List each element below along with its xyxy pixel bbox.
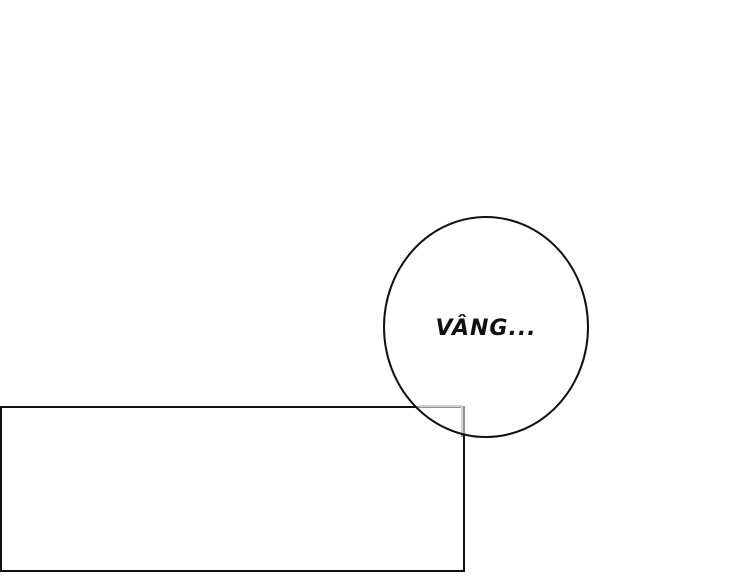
speech-bubble-text: VÂNG... xyxy=(435,316,537,341)
comic-panel-frame xyxy=(0,406,465,572)
speech-bubble xyxy=(383,216,589,438)
